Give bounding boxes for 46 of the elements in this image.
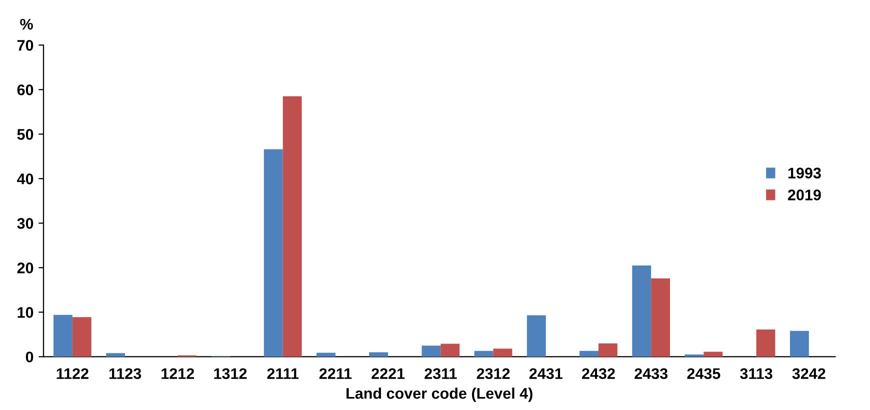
x-tick-label: 2211 — [319, 368, 352, 379]
bar — [704, 352, 723, 357]
y-tick-label: 20 — [17, 262, 34, 274]
bar — [316, 352, 336, 357]
x-axis-title: Land cover code (Level 4) — [346, 388, 532, 402]
x-tick-label: 1123 — [109, 368, 142, 380]
bar — [493, 348, 512, 357]
bar — [369, 352, 388, 357]
legend-label: 2019 — [788, 190, 821, 200]
x-tick-label: 2435 — [687, 368, 720, 380]
x-tick-label: 2432 — [582, 368, 615, 380]
bar — [282, 96, 302, 357]
x-tick-label: 3113 — [740, 368, 772, 380]
x-tick-label: 2431 — [529, 368, 562, 380]
bar — [474, 350, 494, 357]
x-tick-label: 3242 — [792, 368, 826, 380]
bar — [106, 353, 126, 357]
y-tick-label: 40 — [17, 174, 34, 184]
bar — [72, 317, 92, 357]
x-tick-label: 2311 — [424, 368, 457, 380]
x-tick-label: 2221 — [372, 368, 405, 379]
y-tick-label: 0 — [26, 352, 34, 362]
bar — [53, 314, 72, 357]
bar — [440, 344, 460, 357]
legend-label: 1993 — [788, 168, 821, 178]
x-tick-label: 1212 — [162, 368, 194, 379]
bar — [756, 330, 776, 357]
x-tick-label: 1122 — [56, 368, 88, 379]
bar — [598, 343, 618, 357]
x-tick-label: 1312 — [214, 368, 247, 380]
y-tick-label: 60 — [17, 84, 34, 96]
bar — [526, 315, 546, 357]
bar — [422, 346, 441, 357]
bar — [651, 278, 670, 357]
y-axis-title: % — [20, 18, 33, 30]
x-tick-label: 2312 — [476, 368, 510, 380]
y-tick-label: 30 — [17, 218, 34, 229]
bar — [580, 350, 598, 357]
y-tick-label: 70 — [17, 40, 34, 51]
x-tick-label: 2433 — [634, 368, 668, 380]
bar — [632, 265, 652, 357]
y-tick-label: 10 — [18, 307, 34, 318]
bar — [790, 330, 809, 357]
bar — [264, 149, 283, 357]
y-tick-label: 50 — [17, 128, 34, 140]
x-tick-label: 2111 — [267, 368, 299, 379]
